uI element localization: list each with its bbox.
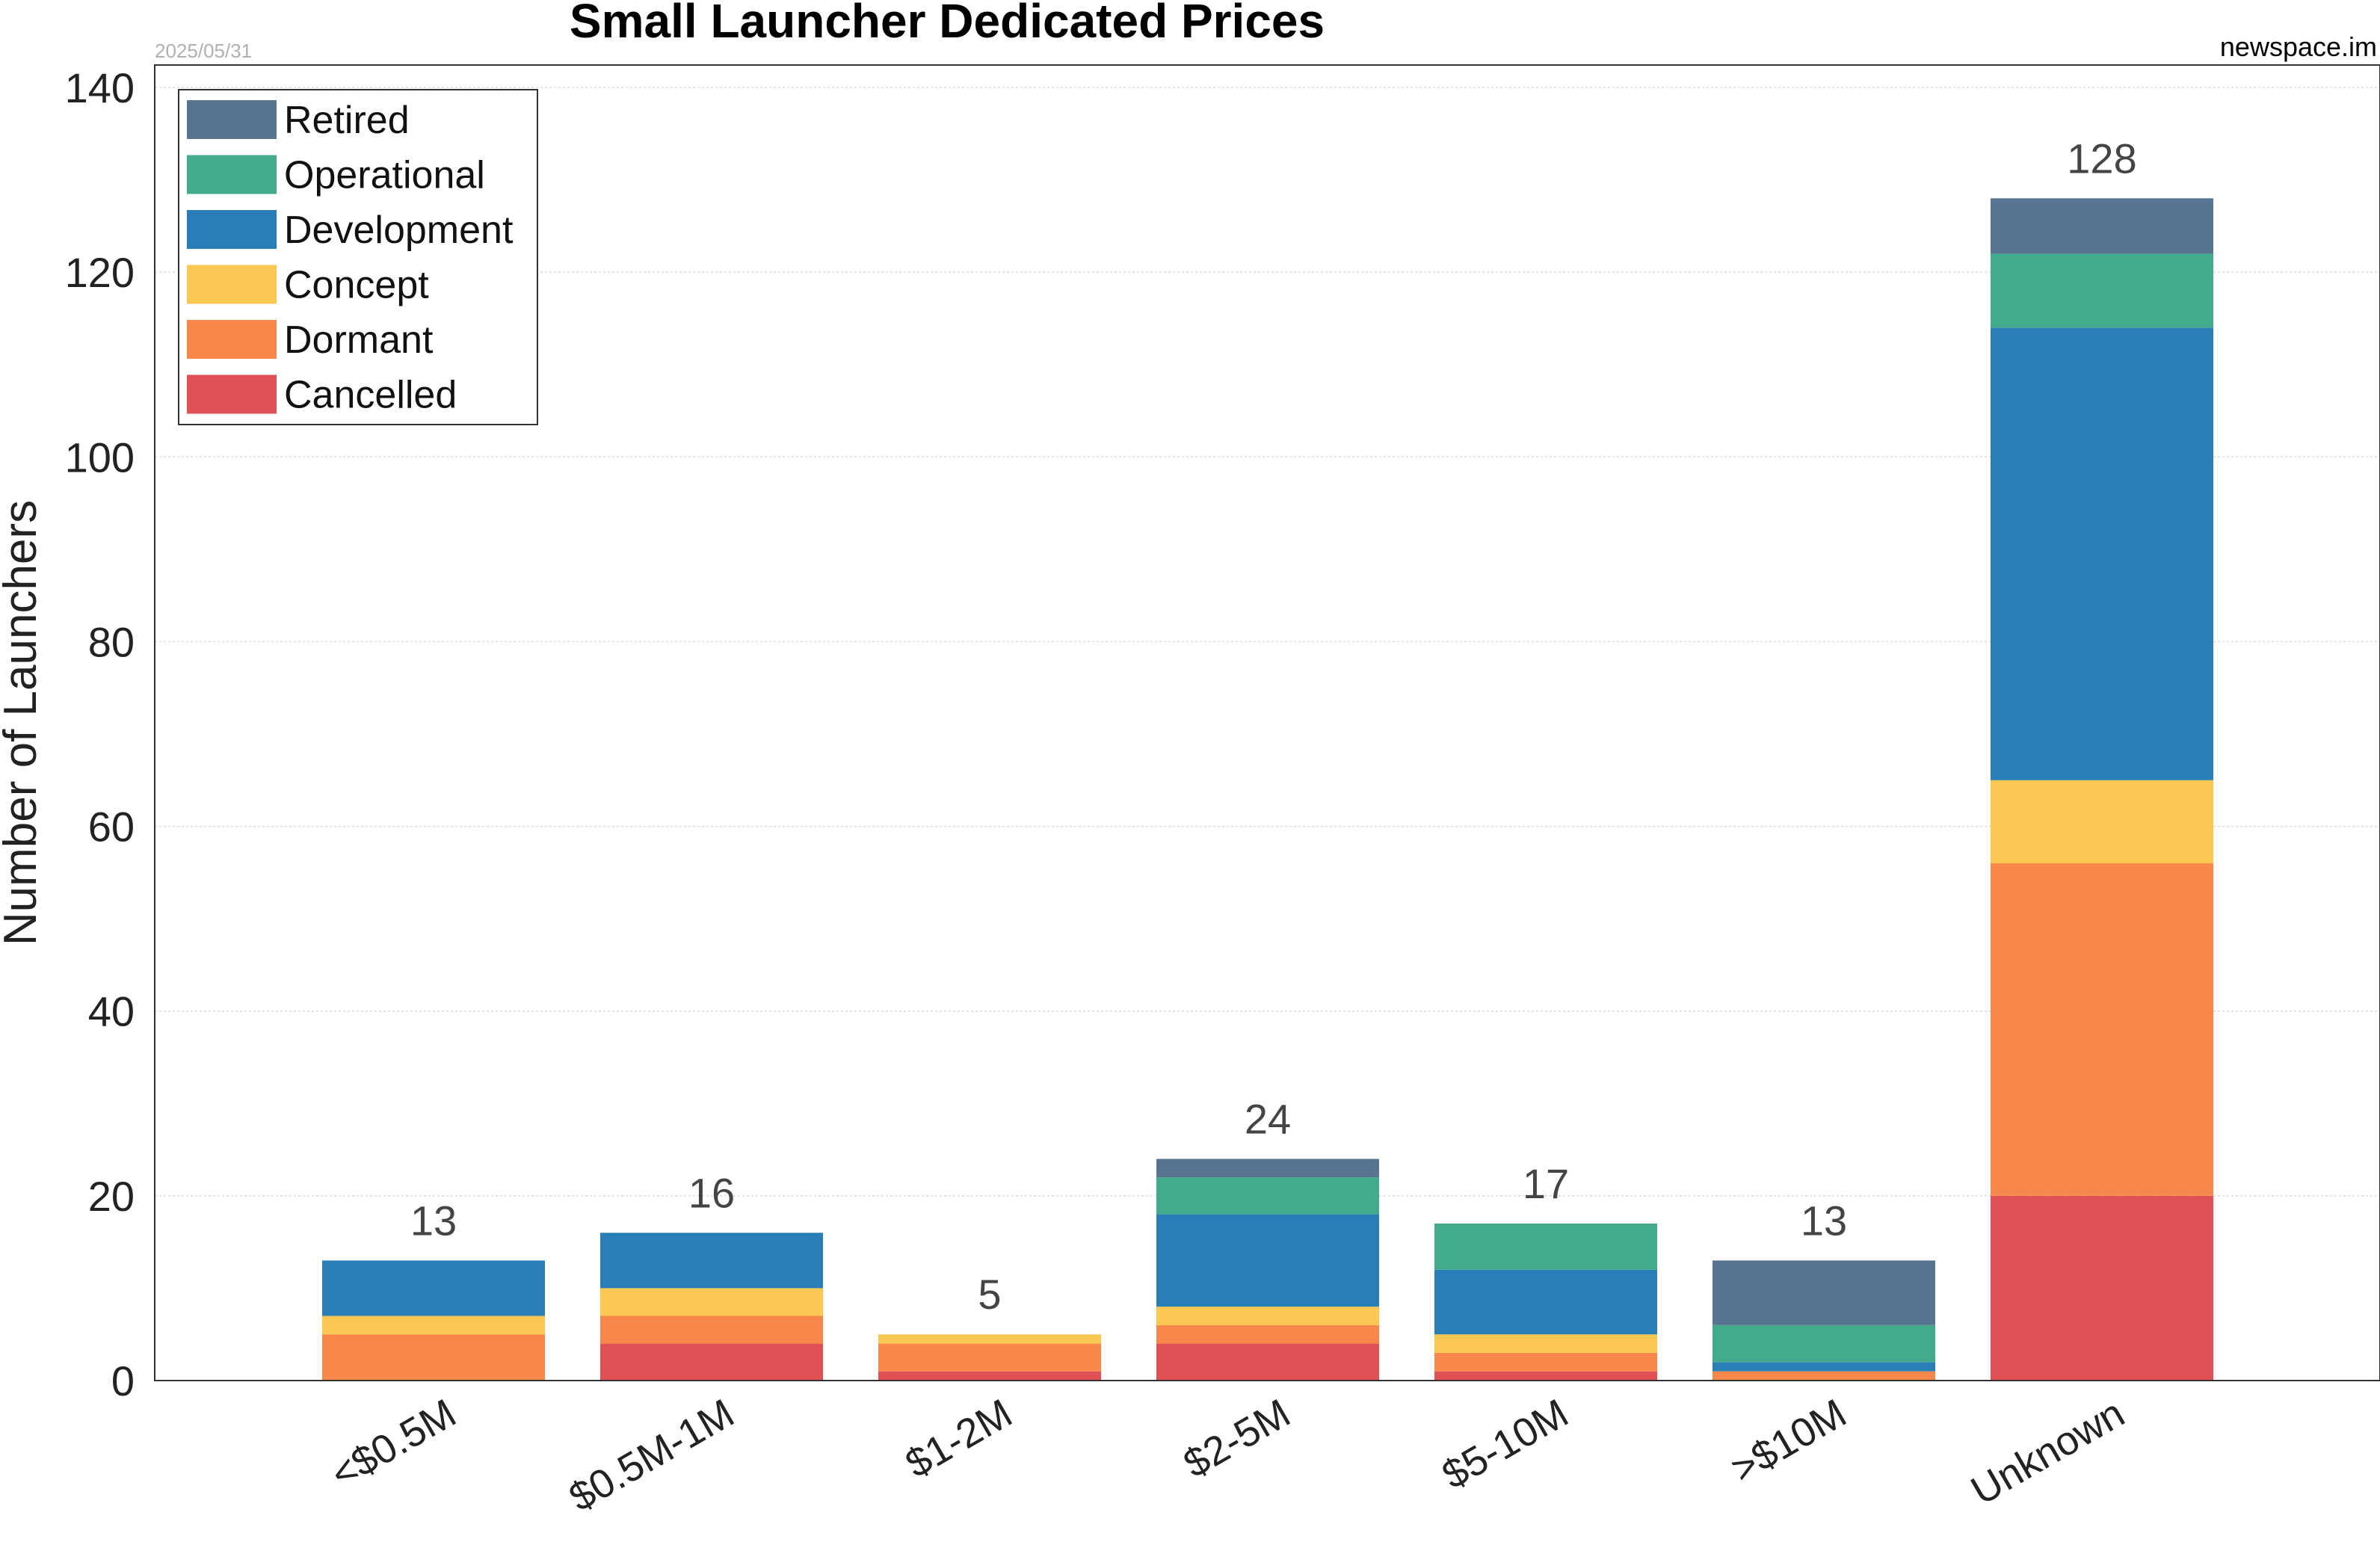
- legend-swatch: [187, 320, 277, 359]
- x-tick-label: $5-10M: [1434, 1390, 1576, 1498]
- bar-total-label: 5: [978, 1271, 1001, 1318]
- bar-segment: [1991, 863, 2213, 1196]
- legend-swatch: [187, 265, 277, 304]
- y-tick-label: 40: [88, 988, 135, 1035]
- y-tick-label: 140: [65, 64, 135, 111]
- y-axis-ticks: 0 20 40 60 80 100 120 140: [65, 64, 135, 1404]
- source-label: newspace.im: [2220, 31, 2377, 62]
- bar-segment: [1712, 1260, 1935, 1325]
- bar-segment: [878, 1334, 1101, 1344]
- y-tick-label: 0: [111, 1357, 135, 1404]
- legend-swatch: [187, 374, 277, 414]
- date-label: 2025/05/31: [155, 40, 252, 62]
- legend-label: Dormant: [284, 318, 434, 362]
- x-tick-label: >$10M: [1724, 1390, 1854, 1491]
- y-tick-label: 20: [88, 1173, 135, 1220]
- chart-title: Small Launcher Dedicated Prices: [570, 0, 1325, 48]
- y-tick-label: 60: [88, 804, 135, 851]
- bar-segment: [1991, 253, 2213, 328]
- x-tick-label: $1-2M: [898, 1390, 1020, 1486]
- legend-label: Development: [284, 209, 514, 252]
- x-axis-ticks: <$0.5M $0.5M-1M $1-2M $2-5M $5-10M >$10M Unkno…: [324, 1390, 2132, 1520]
- bar-segment: [1991, 780, 2213, 863]
- bar-segment: [878, 1371, 1101, 1381]
- x-tick-label: <$0.5M: [324, 1390, 463, 1497]
- bar-segment: [1156, 1177, 1379, 1215]
- y-tick-label: 120: [65, 249, 135, 296]
- bar-segment: [1156, 1324, 1379, 1344]
- legend-label: Cancelled: [284, 374, 457, 417]
- bar-segment: [1156, 1343, 1379, 1381]
- bar-segment: [1434, 1334, 1657, 1353]
- bar-total-label: 24: [1245, 1095, 1291, 1142]
- legend-frame: [178, 89, 538, 425]
- bar-segment: [600, 1343, 823, 1381]
- bar-segment: [1434, 1269, 1657, 1335]
- bar-segment: [1156, 1307, 1379, 1325]
- bar-segment: [1991, 1195, 2213, 1381]
- bar-segment: [600, 1288, 823, 1316]
- bar-segment: [322, 1260, 545, 1316]
- legend-label: Operational: [284, 154, 485, 197]
- bar-total-label: 16: [688, 1169, 735, 1216]
- legend-swatch: [187, 210, 277, 249]
- x-tick-label: $0.5M-1M: [561, 1390, 742, 1520]
- legend-swatch: [187, 100, 277, 139]
- bar-segment: [1434, 1223, 1657, 1270]
- bars: [322, 198, 2213, 1381]
- bar-total-label: 13: [1801, 1197, 1847, 1244]
- legend-label: Retired: [284, 99, 410, 142]
- bar-segment: [1712, 1371, 1935, 1381]
- bar-segment: [1434, 1352, 1657, 1372]
- bar-segment: [1712, 1324, 1935, 1363]
- bar-segment: [878, 1343, 1101, 1372]
- y-tick-label: 80: [88, 618, 135, 665]
- bar-segment: [322, 1316, 545, 1335]
- bar-totals: 13 16 5 24 17 13 128: [410, 135, 2137, 1318]
- bar-total-label: 13: [410, 1197, 457, 1244]
- x-tick-label: Unknown: [1964, 1390, 2132, 1514]
- bar-segment: [322, 1334, 545, 1381]
- bar-segment: [1156, 1159, 1379, 1178]
- bar-segment: [1991, 327, 2213, 780]
- plot-frame: [154, 64, 2380, 1381]
- bar-total-label: 128: [2067, 135, 2136, 182]
- bar-segment: [1712, 1362, 1935, 1372]
- x-tick-label: $2-5M: [1176, 1390, 1298, 1486]
- bar-segment: [600, 1233, 823, 1289]
- bar-segment: [1991, 198, 2213, 254]
- legend-label: Concept: [284, 264, 429, 307]
- bar-segment: [1434, 1371, 1657, 1381]
- bar-total-label: 17: [1523, 1160, 1569, 1207]
- bar-segment: [600, 1316, 823, 1344]
- legend: Retired Operational Development Concept Dorm…: [178, 89, 538, 425]
- y-tick-label: 100: [65, 434, 135, 481]
- bar-segment: [1156, 1214, 1379, 1307]
- legend-swatch: [187, 155, 277, 194]
- y-axis-label: Number of Launchers: [0, 500, 46, 946]
